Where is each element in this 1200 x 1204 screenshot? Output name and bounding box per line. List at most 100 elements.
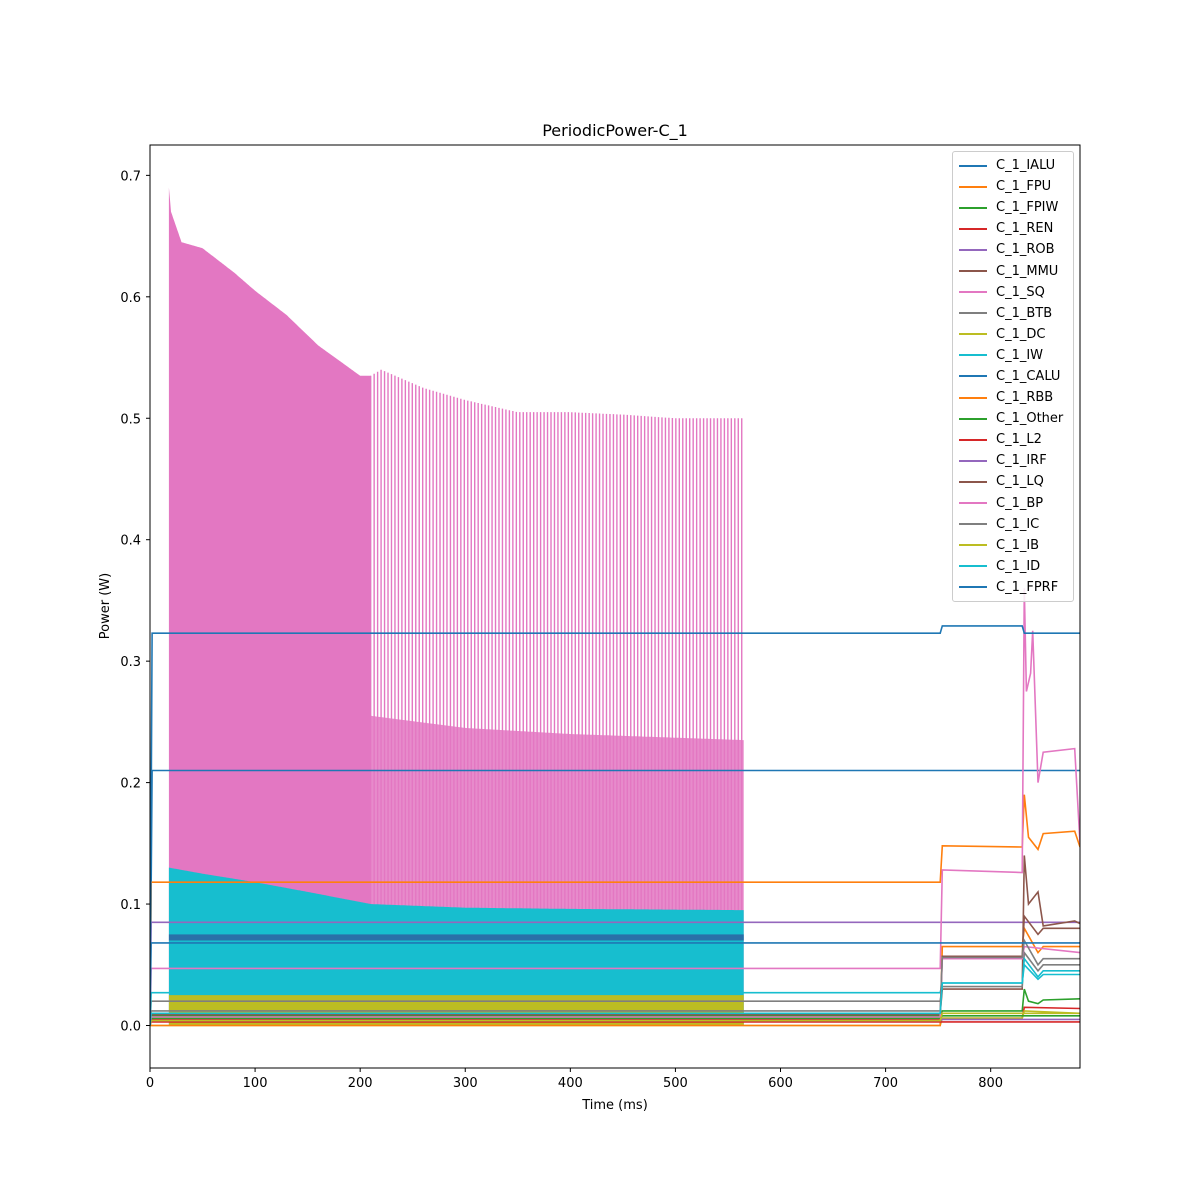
legend-swatch — [959, 459, 987, 462]
legend-label: C_1_LQ — [996, 474, 1044, 490]
fprf-band — [168, 934, 744, 941]
y-axis-ticks: 0.0 0.1 0.2 0.3 0.4 0.5 0.6 0.7 — [120, 169, 150, 1034]
legend-item: C_1_FPRF — [953, 577, 1073, 598]
legend-item: C_1_MMU — [953, 260, 1073, 281]
legend-swatch — [959, 544, 987, 547]
legend-swatch — [959, 480, 987, 483]
legend-swatch — [959, 438, 987, 441]
legend-swatch — [959, 227, 987, 230]
y-tick-label: 0.3 — [120, 655, 141, 670]
legend-label: C_1_Other — [996, 411, 1064, 427]
series-line-c-1-fprf — [150, 942, 1080, 1026]
y-axis-label: Power (W) — [98, 573, 113, 639]
legend-label: C_1_IC — [996, 516, 1040, 532]
legend-swatch — [959, 565, 987, 568]
legend-label: C_1_IRF — [996, 453, 1047, 469]
x-tick-label: 600 — [768, 1076, 793, 1091]
x-tick-label: 100 — [243, 1076, 268, 1091]
legend-label: C_1_DC — [996, 326, 1046, 342]
legend-item: C_1_REN — [953, 218, 1073, 239]
legend-swatch — [959, 164, 987, 167]
legend-label: C_1_BTB — [996, 305, 1053, 321]
x-tick-label: 300 — [453, 1076, 478, 1091]
legend-item: C_1_IALU — [953, 155, 1073, 176]
legend-swatch — [959, 291, 987, 294]
legend: C_1_IALU C_1_FPU C_1_FPIW C_1_REN C_1_ROB C_1… — [952, 151, 1074, 602]
iw-dense-region — [168, 867, 744, 1026]
legend-item: C_1_L2 — [953, 429, 1073, 450]
legend-label: C_1_BP — [996, 495, 1044, 511]
legend-item: C_1_IC — [953, 514, 1073, 535]
legend-label: C_1_FPIW — [996, 200, 1059, 216]
series-line-c-1-fpiw — [150, 988, 1080, 1026]
legend-item: C_1_BP — [953, 493, 1073, 514]
x-tick-label: 0 — [146, 1076, 154, 1091]
legend-item: C_1_CALU — [953, 366, 1073, 387]
y-tick-label: 0.6 — [120, 291, 141, 306]
legend-swatch — [959, 248, 987, 251]
legend-item: C_1_RBB — [953, 387, 1073, 408]
legend-swatch — [959, 270, 987, 273]
x-tick-label: 400 — [558, 1076, 583, 1091]
series-line-c-1-sq — [150, 588, 1080, 1026]
y-tick-label: 0.2 — [120, 777, 141, 792]
y-tick-label: 0.1 — [120, 898, 141, 913]
legend-swatch — [959, 586, 987, 589]
legend-swatch — [959, 396, 987, 399]
legend-label: C_1_CALU — [996, 368, 1061, 384]
oscillation-region — [168, 187, 744, 1026]
legend-label: C_1_ROB — [996, 242, 1055, 258]
x-axis-label: Time (ms) — [581, 1098, 648, 1113]
legend-swatch — [959, 312, 987, 315]
y-tick-label: 0.7 — [120, 169, 141, 184]
legend-item: C_1_Other — [953, 408, 1073, 429]
legend-item: C_1_BTB — [953, 303, 1073, 324]
legend-swatch — [959, 523, 987, 526]
legend-item: C_1_LQ — [953, 471, 1073, 492]
legend-item: C_1_ROB — [953, 239, 1073, 260]
series-lines — [150, 588, 1080, 1027]
x-tick-label: 700 — [873, 1076, 898, 1091]
legend-label: C_1_IW — [996, 347, 1044, 363]
sq-dense-region — [168, 187, 371, 1026]
legend-swatch — [959, 333, 987, 336]
series-line-c-1-id — [150, 963, 1080, 1026]
legend-swatch — [959, 206, 987, 209]
legend-item: C_1_IW — [953, 345, 1073, 366]
legend-label: C_1_ID — [996, 558, 1041, 574]
plot-frame — [149, 144, 1081, 1069]
y-tick-label: 0.4 — [120, 534, 141, 549]
legend-swatch — [959, 185, 987, 188]
legend-item: C_1_DC — [953, 324, 1073, 345]
legend-label: C_1_FPRF — [996, 579, 1059, 595]
series-line-c-1-calu — [150, 625, 1080, 1026]
chart-title: PeriodicPower-C_1 — [542, 121, 688, 141]
legend-label: C_1_IB — [996, 537, 1040, 553]
legend-swatch — [959, 417, 987, 420]
series-line-c-1-fpu — [150, 794, 1080, 1026]
legend-swatch — [959, 375, 987, 378]
legend-item: C_1_IRF — [953, 450, 1073, 471]
legend-swatch — [959, 354, 987, 357]
x-tick-label: 800 — [978, 1076, 1003, 1091]
legend-item: C_1_SQ — [953, 282, 1073, 303]
legend-item: C_1_FPIW — [953, 197, 1073, 218]
x-axis-ticks: 0 100 200 300 400 500 600 700 800 — [146, 1068, 1003, 1091]
legend-label: C_1_IALU — [996, 158, 1056, 174]
legend-swatch — [959, 502, 987, 505]
series-line-c-1-btb — [150, 950, 1080, 1026]
legend-label: C_1_RBB — [996, 390, 1054, 406]
legend-label: C_1_SQ — [996, 284, 1045, 300]
legend-label: C_1_L2 — [996, 432, 1042, 448]
legend-item: C_1_IB — [953, 535, 1073, 556]
y-tick-label: 0.5 — [120, 412, 141, 427]
legend-label: C_1_MMU — [996, 263, 1059, 279]
x-tick-label: 500 — [663, 1076, 688, 1091]
series-line-c-1-ic — [150, 937, 1080, 1026]
x-tick-label: 200 — [348, 1076, 373, 1091]
legend-label: C_1_FPU — [996, 179, 1052, 195]
legend-label: C_1_REN — [996, 221, 1054, 237]
legend-item: C_1_ID — [953, 556, 1073, 577]
